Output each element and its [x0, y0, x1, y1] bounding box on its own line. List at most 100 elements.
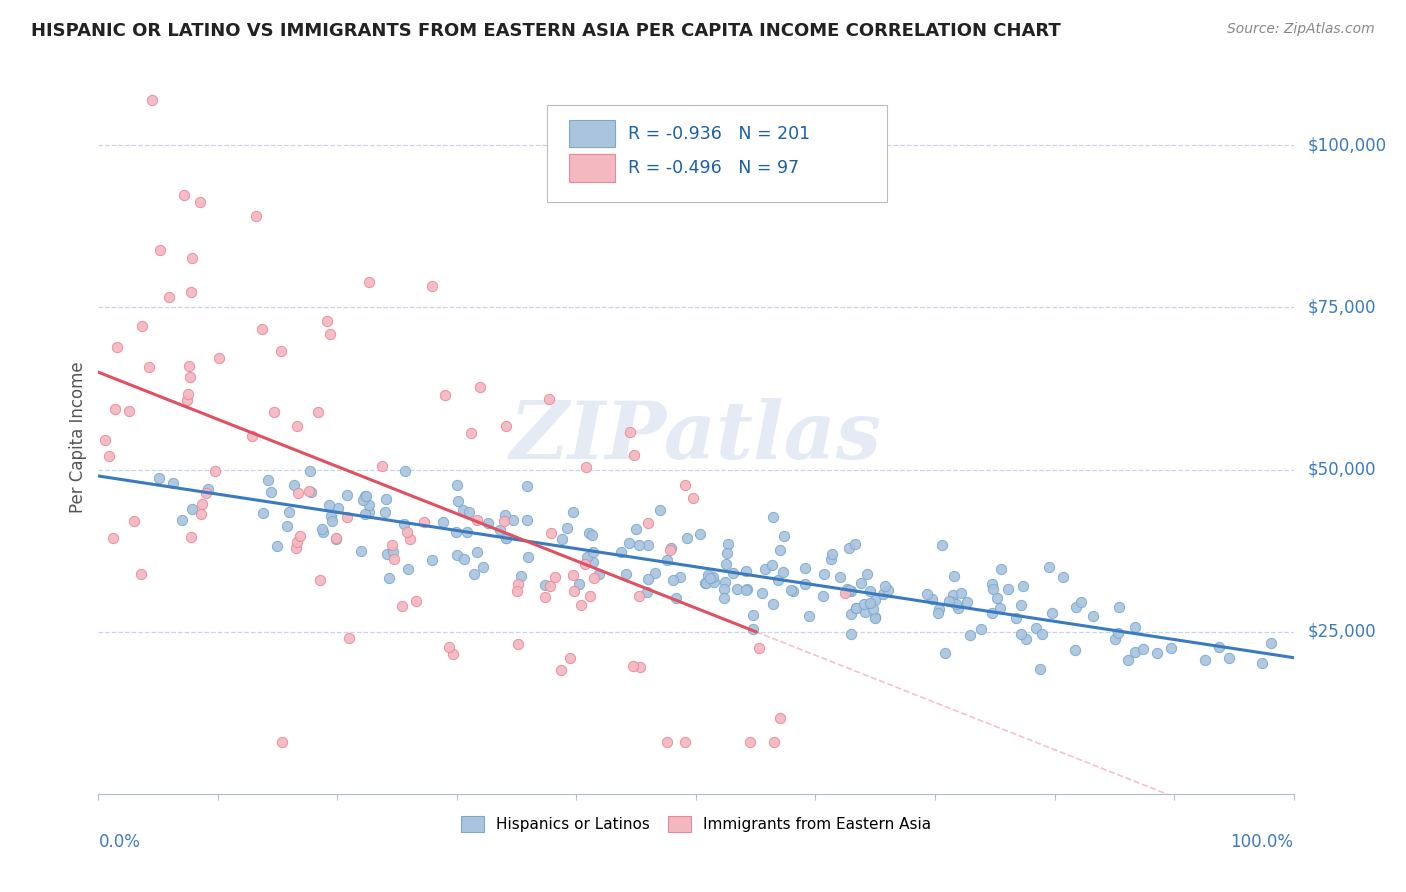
Point [945, 597, 967, 611]
Point [375, 547, 398, 561]
Text: Source: ZipAtlas.com: Source: ZipAtlas.com [1227, 22, 1375, 37]
Point [582, 571, 605, 585]
Point [447, 494, 470, 508]
Point [321, 514, 343, 528]
Point [538, 392, 561, 407]
Point [865, 610, 887, 624]
Point [1010, 598, 1032, 612]
Point [986, 591, 1008, 606]
Point [453, 551, 475, 566]
Point [582, 545, 605, 559]
Point [617, 536, 640, 550]
Point [467, 513, 489, 527]
Point [1064, 643, 1087, 657]
Point [336, 488, 359, 502]
Point [534, 591, 557, 605]
Point [285, 418, 308, 433]
Point [948, 601, 970, 615]
Point [741, 607, 763, 622]
Point [180, 285, 202, 300]
Point [581, 527, 603, 541]
Point [558, 650, 581, 665]
Point [845, 601, 868, 615]
Point [1108, 600, 1130, 615]
Point [1104, 632, 1126, 646]
Point [252, 506, 274, 520]
Point [337, 632, 360, 646]
Text: R = -0.936   N = 201: R = -0.936 N = 201 [628, 125, 810, 143]
FancyBboxPatch shape [569, 120, 614, 147]
Point [508, 637, 530, 651]
Point [495, 419, 517, 434]
Point [396, 562, 419, 576]
Point [1025, 621, 1047, 635]
Point [627, 589, 650, 603]
Point [278, 504, 301, 518]
Point [1005, 611, 1028, 625]
Point [188, 194, 211, 209]
Point [568, 577, 591, 591]
Point [927, 606, 949, 620]
Point [766, 573, 789, 587]
Point [384, 551, 406, 566]
Point [190, 507, 212, 521]
Point [1208, 640, 1230, 654]
Point [562, 583, 585, 598]
Text: $75,000: $75,000 [1308, 298, 1376, 317]
Point [381, 538, 404, 552]
Point [181, 502, 204, 516]
Point [382, 545, 405, 559]
Point [555, 521, 578, 535]
Point [287, 486, 309, 500]
Point [1038, 560, 1060, 574]
Point [374, 505, 396, 519]
Point [179, 370, 201, 384]
Point [398, 532, 420, 546]
Point [510, 568, 533, 582]
Point [517, 550, 540, 565]
Point [204, 464, 226, 478]
Point [516, 479, 538, 493]
Point [176, 392, 198, 407]
Point [578, 525, 600, 540]
Point [263, 405, 285, 419]
Point [938, 594, 960, 608]
Point [662, 573, 685, 587]
Point [849, 576, 872, 591]
Point [714, 575, 737, 590]
Point [623, 448, 645, 462]
Point [266, 539, 288, 553]
Point [793, 561, 815, 575]
Point [1042, 607, 1064, 621]
Point [621, 658, 644, 673]
Point [516, 513, 538, 527]
Point [394, 465, 416, 479]
Point [713, 591, 735, 605]
Point [657, 735, 679, 749]
Point [540, 579, 562, 593]
Point [834, 586, 856, 600]
Point [844, 536, 866, 550]
Point [773, 529, 796, 543]
Point [921, 592, 943, 607]
Point [716, 558, 738, 572]
Point [845, 601, 868, 615]
Point [942, 588, 965, 602]
Point [658, 542, 681, 557]
Point [208, 351, 231, 366]
Point [581, 555, 603, 569]
Point [470, 380, 492, 394]
Point [471, 560, 494, 574]
Point [931, 538, 953, 552]
Point [356, 489, 378, 503]
Point [813, 567, 835, 582]
Point [981, 582, 1004, 596]
Point [839, 607, 862, 622]
Point [494, 508, 516, 522]
Point [915, 587, 938, 601]
Point [93, 433, 115, 447]
Point [157, 290, 180, 304]
Point [997, 582, 1019, 596]
Point [1010, 627, 1032, 641]
Point [257, 473, 280, 487]
